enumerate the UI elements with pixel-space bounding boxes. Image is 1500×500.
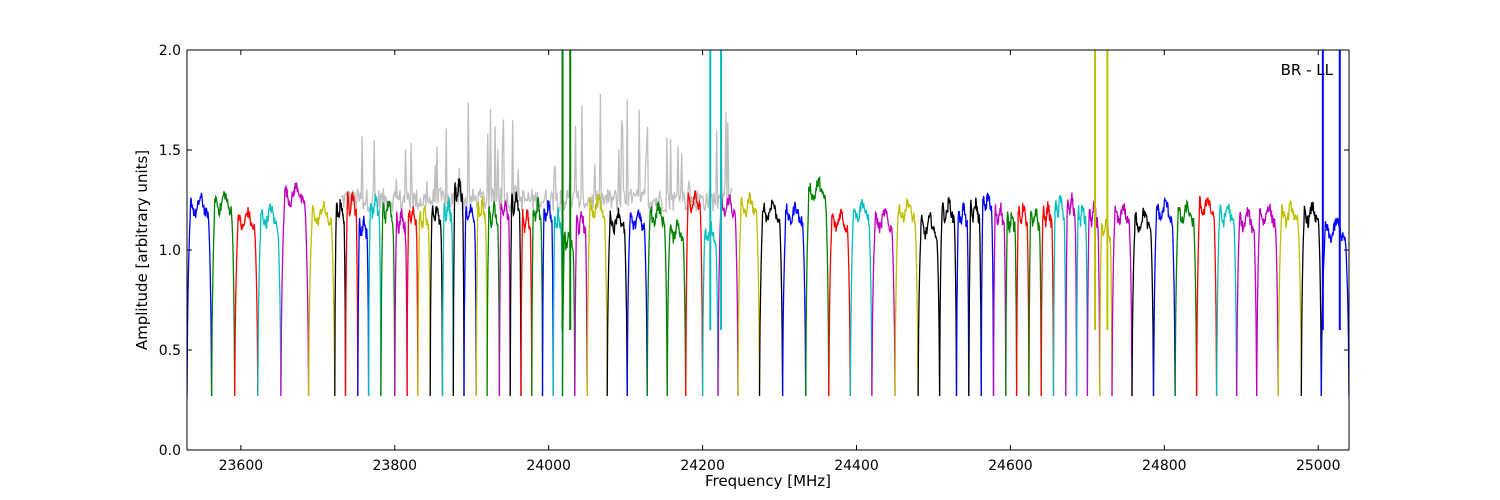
- band-line-4: [280, 182, 310, 397]
- x-tick-label-1: 23800: [373, 458, 418, 474]
- band-line-23: [531, 197, 544, 397]
- x-tick-label-4: 24400: [834, 458, 879, 474]
- band-line-61: [1152, 196, 1176, 397]
- band-line-0: [187, 192, 213, 397]
- band-line-67: [1277, 199, 1302, 397]
- band-line-68: [1300, 201, 1322, 397]
- x-tick-label-2: 24000: [526, 458, 571, 474]
- x-tick-label-5: 24600: [988, 458, 1033, 474]
- band-line-6: [334, 199, 347, 397]
- band-line-59: [1111, 203, 1133, 397]
- band-series-group: [187, 175, 1349, 397]
- y-tick-label-0: 0.0: [159, 443, 181, 459]
- band-line-5: [307, 200, 336, 397]
- band-line-9: [367, 193, 382, 397]
- band-line-44: [917, 212, 941, 397]
- band-line-7: [344, 191, 359, 397]
- background-series-line: [340, 93, 733, 214]
- band-line-32: [666, 218, 687, 397]
- band-line-69: [1320, 217, 1349, 397]
- band-line-65: [1235, 207, 1258, 397]
- y-axis-ticks: 0.0 0.5 1.0 1.5 2.0: [159, 43, 1349, 459]
- band-line-62: [1174, 198, 1198, 397]
- band-line-16: [452, 178, 465, 397]
- band-line-43: [894, 198, 919, 397]
- y-tick-label-1: 0.5: [159, 343, 181, 359]
- band-line-58: [1099, 218, 1113, 397]
- band-line-49: [992, 202, 1007, 397]
- x-tick-label-7: 25000: [1296, 458, 1341, 474]
- band-line-11: [394, 208, 408, 397]
- band-line-57: [1086, 200, 1101, 397]
- band-line-54: [1052, 195, 1067, 397]
- band-line-26: [561, 230, 576, 397]
- x-axis-label: Frequency [MHz]: [705, 472, 831, 490]
- band-line-21: [509, 191, 522, 397]
- band-line-28: [586, 193, 608, 397]
- x-tick-label-3: 24200: [680, 458, 725, 474]
- band-line-14: [429, 205, 444, 397]
- band-line-19: [486, 199, 501, 397]
- band-line-50: [1005, 211, 1018, 397]
- band-line-22: [520, 209, 533, 397]
- band-line-20: [498, 200, 511, 397]
- band-line-25: [552, 207, 564, 397]
- band-line-60: [1131, 207, 1155, 397]
- band-line-63: [1195, 195, 1218, 397]
- band-line-37: [758, 199, 784, 397]
- band-line-29: [606, 207, 628, 397]
- annotation-label: BR - LL: [1281, 61, 1334, 79]
- band-line-13: [417, 205, 431, 397]
- band-line-42: [871, 207, 896, 397]
- band-line-47: [968, 197, 982, 397]
- band-line-36: [737, 191, 761, 397]
- band-line-27: [574, 211, 588, 397]
- band-line-64: [1215, 203, 1238, 397]
- band-line-45: [938, 196, 958, 397]
- band-line-41: [849, 199, 873, 397]
- band-line-12: [406, 206, 419, 397]
- band-line-10: [380, 200, 396, 397]
- x-tick-label-6: 24800: [1142, 458, 1187, 474]
- band-line-31: [646, 201, 668, 397]
- band-line-56: [1075, 204, 1089, 397]
- x-axis-ticks: 23600 23800 24000 24200 24400 24600 24800 25000: [219, 50, 1341, 474]
- y-tick-label-3: 1.5: [159, 143, 181, 159]
- band-line-46: [955, 202, 970, 397]
- band-line-3: [257, 203, 282, 397]
- y-tick-label-4: 2.0: [159, 43, 181, 59]
- band-line-38: [781, 201, 807, 397]
- band-line-48: [980, 192, 995, 397]
- band-line-39: [805, 175, 830, 397]
- band-line-51: [1015, 202, 1030, 397]
- band-line-2: [234, 207, 259, 397]
- band-line-66: [1256, 203, 1279, 397]
- band-line-40: [828, 208, 851, 397]
- band-line-55: [1065, 192, 1078, 397]
- band-line-24: [541, 200, 554, 397]
- y-axis-label: Amplitude [arbitrary units]: [133, 150, 151, 350]
- y-tick-label-2: 1.0: [159, 243, 181, 259]
- band-line-18: [475, 196, 488, 397]
- background-gray-series: [340, 93, 733, 214]
- x-tick-label-0: 23600: [219, 458, 264, 474]
- band-line-17: [463, 204, 477, 397]
- band-line-1: [210, 191, 236, 397]
- band-line-33: [685, 190, 704, 397]
- spike-group: [561, 50, 1341, 330]
- band-line-8: [357, 215, 370, 397]
- band-line-30: [626, 209, 648, 397]
- band-line-52: [1028, 208, 1042, 397]
- band-line-15: [441, 197, 454, 397]
- band-line-53: [1040, 201, 1055, 397]
